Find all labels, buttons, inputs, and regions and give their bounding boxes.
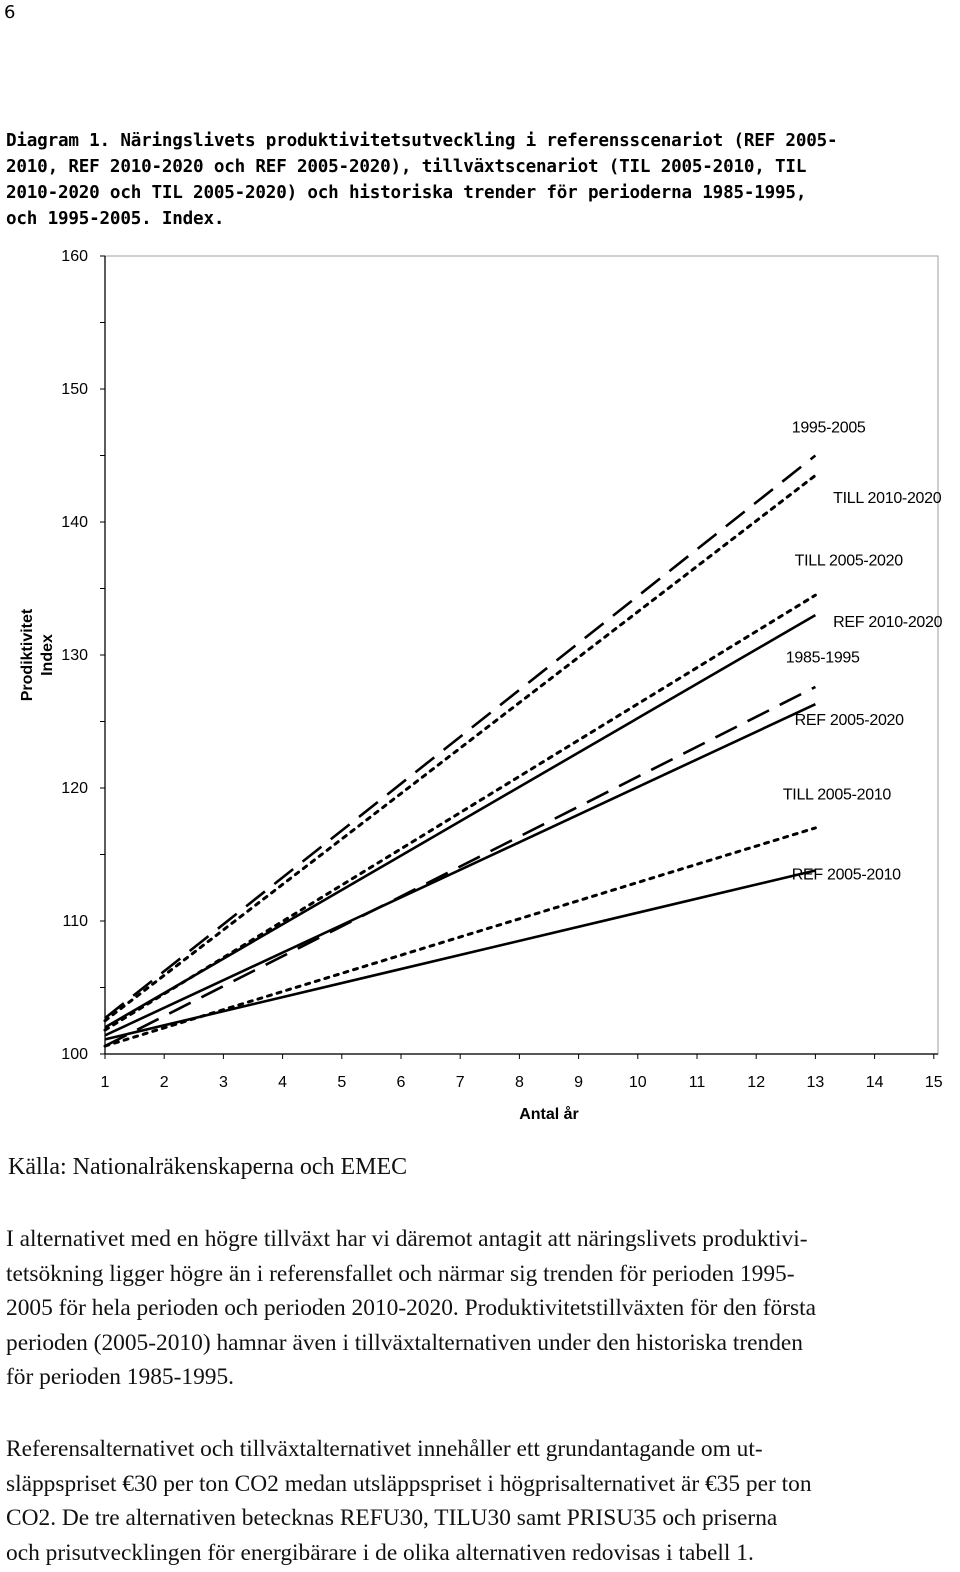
y-axis-title-line: Index: [39, 634, 56, 676]
paragraph-line: släppspriset €30 per ton CO2 medan utslä…: [6, 1470, 812, 1497]
paragraph-line: tetsökning ligger högre än i referensfal…: [6, 1260, 795, 1287]
paragraph-line: I alternativet med en högre tillväxt har…: [6, 1226, 808, 1252]
series-line: [104, 454, 817, 1020]
series-label: REF 2010-2020: [833, 614, 942, 631]
series-line: [104, 703, 816, 1037]
x-tick-label: 7: [456, 1074, 465, 1091]
series-line: [104, 869, 816, 1041]
series-label: TILL 2005-2020: [795, 553, 904, 570]
y-axis-title-line: Prodiktivitet: [19, 608, 36, 701]
x-tick-label: 15: [925, 1074, 943, 1091]
x-tick-label: 6: [397, 1074, 406, 1091]
x-tick-label: 13: [807, 1074, 825, 1091]
x-tick-label: 2: [160, 1074, 169, 1091]
x-tick-label: 10: [629, 1074, 647, 1091]
y-tick-label: 130: [61, 647, 88, 664]
caption-line: och 1995-2005. Index.: [6, 209, 225, 229]
page-number: 6: [4, 2, 16, 23]
x-tick-label: 14: [866, 1074, 884, 1091]
series-line: [103, 473, 817, 1023]
caption-line: 2010, REF 2010-2020 och REF 2005-2020), …: [6, 157, 807, 177]
body-paragraph-2: Referensalternativet och tillväxtalterna…: [6, 1432, 956, 1570]
x-tick-label: 5: [337, 1074, 346, 1091]
x-tick-label: 9: [574, 1074, 583, 1091]
series-label: TILL 2005-2010: [783, 787, 892, 804]
paragraph-line: perioden (2005-2010) hamnar även i tillv…: [6, 1329, 803, 1356]
series-label: REF 2005-2020: [795, 712, 904, 729]
series-line: [104, 613, 817, 1029]
series-line: [104, 685, 816, 1048]
y-tick-label: 100: [61, 1046, 88, 1063]
paragraph-line: CO2. De tre alternativen betecknas REFU3…: [6, 1505, 778, 1531]
figure-caption: Diagram 1. Näringslivets produktivitetsu…: [6, 128, 954, 232]
y-tick-label: 150: [61, 381, 88, 398]
y-tick-label: 160: [61, 248, 88, 265]
paragraph-line: och prisutvecklingen för energibärare i …: [6, 1539, 754, 1566]
x-axis-title: Antal år: [519, 1105, 579, 1123]
body-paragraph-1: I alternativet med en högre tillväxt har…: [6, 1222, 956, 1395]
caption-line: Diagram 1. Näringslivets produktivitetsu…: [6, 131, 838, 151]
x-tick-label: 1: [101, 1074, 110, 1091]
paragraph-line: för perioden 1985-1995.: [6, 1364, 235, 1390]
series-line: [103, 826, 817, 1048]
paragraph-line: Referensalternativet och tillväxtalterna…: [6, 1436, 763, 1462]
x-tick-label: 8: [515, 1074, 524, 1091]
y-tick-label: 120: [61, 780, 88, 797]
y-tick-label: 140: [61, 514, 88, 531]
series-lines: [103, 454, 817, 1048]
x-tick-label: 3: [219, 1074, 228, 1091]
y-tick-label: 110: [62, 913, 88, 930]
series-label: TILL 2010-2020: [833, 490, 942, 507]
x-tick-label: 11: [689, 1074, 706, 1091]
series-label: 1985-1995: [786, 650, 860, 667]
paragraph-line: 2005 för hela perioden och perioden 2010…: [6, 1295, 817, 1321]
y-axis-title: Prodiktivitet Index: [19, 608, 56, 701]
x-tick-label: 12: [747, 1074, 765, 1091]
series-label: REF 2005-2010: [792, 866, 901, 883]
x-tick-label: 4: [278, 1074, 287, 1091]
source-note: Källa: Nationalräkenskaperna och EMEC: [8, 1154, 408, 1180]
series-label: 1995-2005: [792, 420, 866, 437]
caption-line: 2010-2020 och TIL 2005-2020) och histori…: [6, 183, 807, 203]
series-labels: 1995-2005 TILL 2010-2020 TILL 2005-2020 REF…: [783, 420, 943, 884]
